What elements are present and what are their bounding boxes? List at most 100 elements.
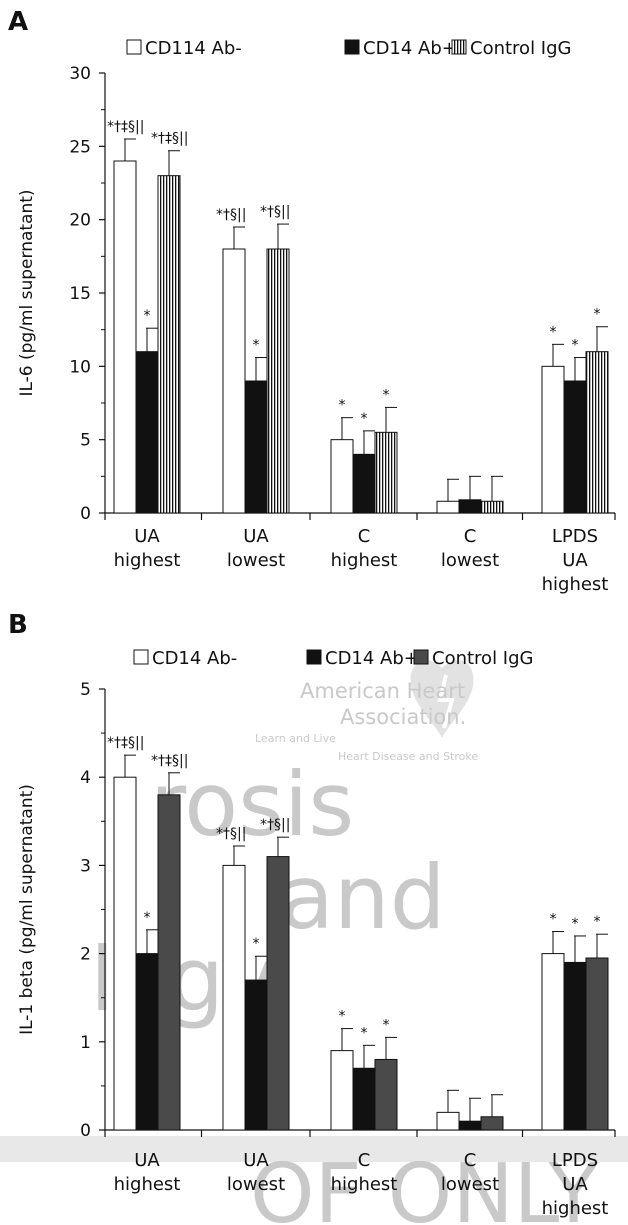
bar (352, 453, 376, 514)
bar (374, 1058, 398, 1131)
bar (244, 979, 268, 1131)
bar (436, 500, 460, 514)
bar (266, 856, 290, 1131)
chart-panel-b: B CD14 Ab- CD14 Ab+ Control IgG 0 1 2 3 4 5 IL-1 b… (8, 610, 616, 1219)
significance-label: *†§|| (260, 204, 290, 220)
watermark-tagline: Learn and Live (255, 732, 336, 745)
bar (436, 1111, 460, 1131)
significance-label: * (253, 338, 260, 354)
x-category-label: C (358, 1150, 371, 1171)
panel-letter: A (8, 7, 28, 37)
bar (330, 1050, 354, 1131)
bar (480, 500, 504, 514)
panel-letter: B (8, 610, 28, 640)
x-category-label: highest (114, 550, 181, 571)
x-category-label: lowest (227, 550, 285, 571)
x-category-label: LPDS (552, 1150, 598, 1171)
legend-label: CD114 Ab- (145, 38, 242, 59)
watermark-logo-line-1: American Heart (300, 679, 465, 703)
x-category-label: lowest (441, 1174, 499, 1195)
x-category-label: C (464, 526, 477, 547)
y-tick-label: 15 (69, 284, 91, 304)
y-tick-label: 30 (69, 64, 91, 84)
x-category-label: highest (331, 1174, 398, 1195)
bar (352, 1067, 376, 1131)
bar (563, 380, 587, 514)
y-tick-label: 25 (69, 137, 91, 157)
bar (541, 365, 565, 514)
x-category-label: UA (134, 526, 160, 547)
significance-label: * (144, 308, 151, 324)
watermark-logo-line-2: Association. (340, 705, 466, 729)
legend-swatch (133, 649, 149, 665)
bar (157, 175, 181, 514)
significance-label: * (144, 910, 151, 926)
x-category-label: highest (542, 574, 609, 595)
x-category-label: highest (331, 550, 398, 571)
x-category-label: UA (243, 1150, 269, 1171)
y-axis-label: IL-1 beta (pg/ml supernatant) (17, 784, 37, 1035)
significance-label: * (361, 411, 368, 427)
y-tick-label: 0 (80, 1121, 91, 1141)
bar (374, 431, 398, 514)
heart-logo-icon (410, 660, 474, 738)
bar (135, 351, 159, 514)
watermark-journal-word-2: and (280, 846, 446, 949)
bar (222, 248, 246, 514)
significance-label: * (594, 307, 601, 323)
legend-label: Control IgG (432, 648, 533, 669)
significance-label: * (572, 338, 579, 354)
y-tick-label: 3 (80, 856, 91, 876)
legend-label: Control IgG (470, 38, 571, 59)
significance-label: * (253, 936, 260, 952)
legend-swatch (413, 649, 429, 665)
x-category-label: C (464, 1150, 477, 1171)
y-axis-label: IL-6 (pg/ml supernatant) (17, 189, 37, 396)
legend-swatch (344, 39, 360, 55)
legend-swatch (306, 649, 322, 665)
significance-label: * (339, 398, 346, 414)
x-category-label: LPDS (552, 526, 598, 547)
bar (585, 957, 609, 1131)
significance-label: * (361, 1025, 368, 1041)
significance-label: *†§|| (216, 207, 246, 223)
bar (330, 439, 354, 514)
legend-label: CD14 Ab+ (325, 648, 419, 669)
y-tick-label: 10 (69, 357, 91, 377)
x-category-label: highest (542, 1198, 609, 1219)
significance-label: *†‡§|| (151, 753, 188, 769)
x-category-label: UA (562, 1174, 588, 1195)
watermark: American Heart Association. Learn and Li… (0, 660, 628, 1225)
bar (458, 1120, 482, 1131)
x-category-label: C (358, 526, 371, 547)
significance-label: * (572, 916, 579, 932)
y-tick-label: 5 (80, 680, 91, 700)
bar (585, 351, 609, 514)
bar (113, 160, 137, 514)
watermark-subline: Heart Disease and Stroke (338, 750, 478, 763)
significance-label: * (339, 1009, 346, 1025)
x-category-label: UA (243, 526, 269, 547)
watermark-band (0, 1136, 628, 1162)
x-category-label: highest (114, 1174, 181, 1195)
chart-panel-a: A CD114 Ab- CD14 Ab+ Control IgG 0 5 10 15 20 25 3… (8, 7, 616, 595)
significance-label: *†‡§|| (107, 735, 144, 751)
watermark-proof-text: OF ONLY (250, 1147, 599, 1225)
watermark-journal-word-1: rosis (150, 753, 354, 856)
y-tick-label: 5 (80, 431, 91, 451)
legend-swatch (451, 39, 467, 55)
bar (113, 776, 137, 1131)
bar (541, 953, 565, 1131)
y-tick-label: 1 (80, 1033, 91, 1053)
significance-label: *†‡§|| (151, 131, 188, 147)
y-tick-label: 20 (69, 211, 91, 231)
significance-label: * (594, 914, 601, 930)
y-tick-label: 0 (80, 504, 91, 524)
bar (222, 864, 246, 1131)
significance-label: * (550, 324, 557, 340)
significance-label: * (550, 912, 557, 928)
bar (135, 953, 159, 1131)
legend-label: CD14 Ab- (152, 648, 237, 669)
x-category-label: lowest (227, 1174, 285, 1195)
